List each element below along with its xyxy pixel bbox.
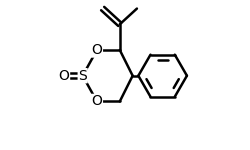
Text: O: O (91, 94, 102, 108)
Text: O: O (91, 43, 102, 57)
Text: S: S (78, 69, 87, 83)
Text: O: O (58, 69, 69, 83)
